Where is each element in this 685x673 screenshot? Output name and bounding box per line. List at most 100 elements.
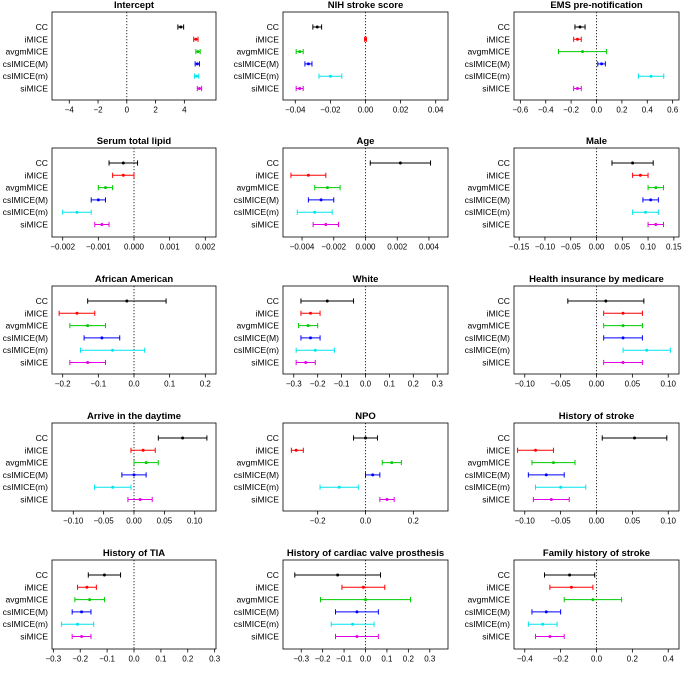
x-tick-label: −0.4 <box>517 655 533 664</box>
method-label: CC <box>267 433 279 443</box>
x-tick-label: −0.004 <box>290 243 315 252</box>
method-label: siMICE <box>251 358 279 368</box>
estimate-point <box>385 498 389 501</box>
method-label: csIMICE(M) <box>234 607 279 617</box>
estimate-point <box>548 635 552 638</box>
estimate-point <box>125 299 129 303</box>
method-label: csIMICE(m) <box>3 207 48 217</box>
x-tick-label: −0.2 <box>315 655 331 664</box>
method-label: csIMICE(M) <box>3 607 48 617</box>
method-label: iMICE <box>256 34 280 44</box>
estimate-point <box>364 436 367 440</box>
panel-12: History of TIA CC iMICE avgmMICE csIMICE(M) c… <box>3 548 221 664</box>
x-tick-label: −0.6 <box>512 106 528 115</box>
x-tick-label: 0.0 <box>128 655 140 664</box>
x-tick-label: 0.00 <box>589 517 605 526</box>
estimate-point <box>600 62 604 66</box>
x-tick-label: 0.4 <box>663 655 675 664</box>
method-label: iMICE <box>487 34 511 44</box>
method-label: avgmMICE <box>237 47 280 57</box>
x-tick-label: 0.10 <box>660 517 676 526</box>
panel-title: Health insurance by medicare <box>529 274 664 285</box>
estimate-point <box>309 336 312 340</box>
panel-title: Age <box>357 136 375 147</box>
estimate-point <box>298 50 302 54</box>
x-tick-label: −0.2 <box>310 517 326 526</box>
x-tick-label: −2 <box>93 106 103 115</box>
method-label: siMICE <box>251 220 279 230</box>
panel-title: African American <box>95 274 174 285</box>
estimate-point <box>355 610 359 614</box>
x-tick-label: −0.001 <box>86 243 111 252</box>
panel-8: Health insurance by medicare CC iMICE avgmM… <box>465 274 680 389</box>
panel-10: NPO CC iMICE avgmMICE csIMICE(M) csIMICE(m) si… <box>234 411 449 526</box>
x-tick-label: 0.0 <box>360 380 372 389</box>
x-tick-label: −4 <box>65 106 75 115</box>
panel-4: Age CC iMICE avgmMICE csIMICE(M) csIMICE(m) si… <box>234 136 449 252</box>
method-label: avgmMICE <box>468 458 511 468</box>
x-tick-label: −0.3 <box>45 655 61 664</box>
x-tick-label: −0.10 <box>535 243 556 252</box>
estimate-point <box>328 74 332 78</box>
method-label: siMICE <box>20 632 48 642</box>
estimate-point <box>121 161 125 165</box>
panel-13: History of cardiac valve prosthesis CC iMI… <box>234 548 449 664</box>
x-tick-label: 2 <box>153 106 158 115</box>
estimate-point <box>80 610 84 614</box>
method-label: avgmMICE <box>237 595 280 605</box>
estimate-point <box>654 223 658 226</box>
estimate-point <box>86 361 90 364</box>
x-tick-label: 0 <box>125 106 130 115</box>
method-label: siMICE <box>251 84 279 94</box>
panel-title: NIH stroke score <box>328 0 404 11</box>
estimate-point <box>75 210 79 214</box>
x-tick-label: 0.04 <box>428 106 444 115</box>
x-tick-label: −0.1 <box>336 655 352 664</box>
estimate-point <box>181 436 185 440</box>
method-label: iMICE <box>25 308 49 318</box>
estimate-point <box>544 473 548 477</box>
x-tick-label: 0.1 <box>381 655 393 664</box>
x-tick-label: −0.1 <box>334 380 350 389</box>
x-tick-label: 0.2 <box>616 106 628 115</box>
method-label: iMICE <box>487 308 511 318</box>
x-tick-label: 0.00 <box>126 517 142 526</box>
x-tick-label: 0.0 <box>128 380 140 389</box>
method-label: siMICE <box>20 84 48 94</box>
method-label: iMICE <box>256 308 280 318</box>
method-label: csIMICE(M) <box>234 470 279 480</box>
x-tick-label: −0.3 <box>293 655 309 664</box>
panel-2: EMS pre-notification CC iMICE avgmMICE csIMI… <box>465 0 680 115</box>
estimate-point <box>80 635 84 638</box>
method-label: siMICE <box>20 220 48 230</box>
estimate-point <box>364 37 367 41</box>
estimate-point <box>591 598 595 602</box>
plot-frame <box>51 11 217 101</box>
x-tick-label: 0.00 <box>358 106 374 115</box>
x-tick-label: 0.1 <box>164 380 176 389</box>
estimate-point <box>298 87 302 90</box>
estimate-point <box>85 585 89 589</box>
method-label: siMICE <box>251 632 279 642</box>
method-label: CC <box>498 296 510 306</box>
estimate-point <box>336 573 340 577</box>
x-tick-label: 0.004 <box>419 243 440 252</box>
panel-title: Intercept <box>114 0 155 11</box>
x-tick-label: 0.1 <box>384 380 396 389</box>
panel-title: EMS pre-notification <box>550 0 643 11</box>
method-label: CC <box>36 296 48 306</box>
estimate-point <box>551 461 555 465</box>
estimate-point <box>102 573 106 577</box>
panel-title: History of stroke <box>559 411 635 422</box>
method-label: csIMICE(M) <box>465 470 510 480</box>
estimate-point <box>138 498 142 501</box>
method-label: iMICE <box>25 445 49 455</box>
estimate-point <box>313 210 317 214</box>
x-tick-label: 0.3 <box>209 655 221 664</box>
method-label: iMICE <box>25 170 49 180</box>
estimate-point <box>86 324 90 328</box>
method-label: csIMICE(m) <box>3 619 48 629</box>
estimate-point <box>194 37 198 41</box>
method-label: iMICE <box>25 34 49 44</box>
